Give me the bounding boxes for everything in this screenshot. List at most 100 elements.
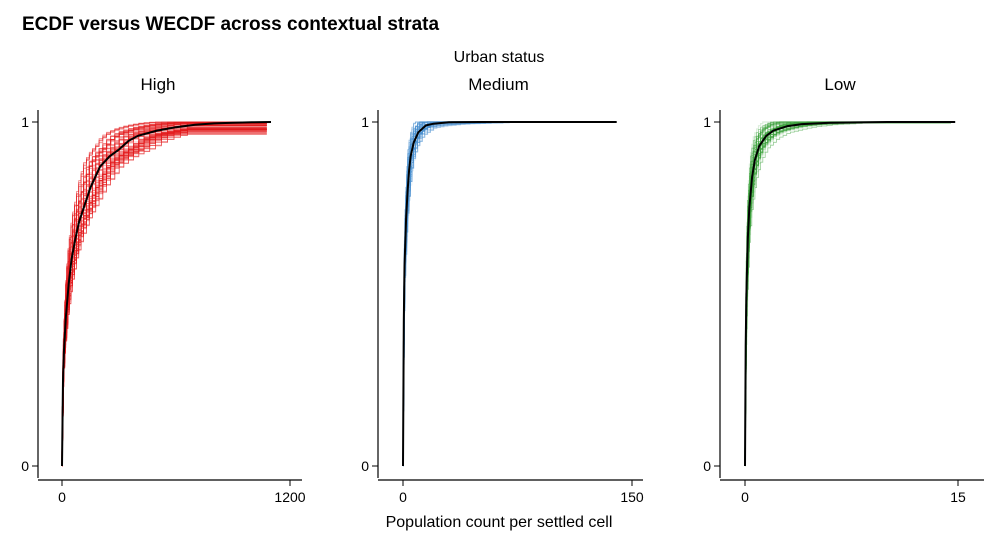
wecdf-curve [402,121,613,466]
wecdf-curve [744,122,951,466]
wecdf-curve [744,122,951,466]
y-tick-label: 0 [703,458,711,474]
wecdf-curve [744,121,951,466]
wecdf-curve [61,134,267,466]
wecdf-curve [402,121,613,466]
wecdf-curve [744,121,951,466]
x-tick-label: 1200 [274,489,305,505]
wecdf-curve [744,121,951,466]
wecdf-curve [744,121,951,466]
wecdf-curve [402,121,613,466]
wecdf-curve [744,121,951,466]
wecdf-curve [744,121,951,466]
wecdf-curve [402,121,613,466]
wecdf-curve [402,121,613,466]
wecdf-curve [402,121,613,466]
wecdf-curve [402,121,613,466]
wecdf-curve [402,121,613,466]
wecdf-curve [744,122,951,466]
wecdf-curve [402,121,613,466]
y-tick-label: 1 [703,114,711,130]
wecdf-curve [402,121,613,466]
wecdf-curve [744,122,951,466]
wecdf-curve [744,121,951,466]
wecdf-curve [402,121,613,466]
panel-title: Medium [468,75,528,94]
wecdf-curve [402,121,613,466]
wecdf-curve [744,121,951,466]
x-axis-label: Population count per settled cell [386,514,613,531]
panel-medium: Medium 0 1 0 150 [361,75,644,505]
wecdf-curve [744,121,951,466]
wecdf-curve [744,121,951,466]
wecdf-curve [744,121,951,466]
wecdf-curve [402,121,613,466]
x-tick-label: 15 [950,489,966,505]
wecdf-curve [402,121,613,466]
y-tick-label: 0 [21,458,29,474]
wecdf-curve [744,121,951,466]
x-tick-label: 150 [620,489,644,505]
wecdf-curve [744,121,951,466]
wecdf-curve [402,121,613,466]
wecdf-curve [744,122,951,466]
y-tick-label: 1 [21,114,29,130]
wecdf-curve [744,121,951,466]
wecdf-curve [61,121,267,466]
wecdf-curve [744,122,951,466]
wecdf-curve [744,122,951,467]
wecdf-curve [402,121,613,466]
wecdf-curve [744,122,951,466]
wecdf-curve [744,121,951,466]
strip-label: Urban status [454,49,545,66]
wecdf-curve [402,121,613,466]
y-tick-label: 0 [361,458,369,474]
x-tick-label: 0 [58,489,66,505]
wecdf-curve [744,122,951,466]
wecdf-curve [402,121,613,466]
wecdf-curve [744,122,951,466]
wecdf-curve [402,121,613,466]
wecdf-curve [744,121,951,466]
wecdf-curve [744,121,951,466]
ecdf-curve [402,121,617,467]
wecdf-curve [402,121,613,466]
wecdf-curve [402,121,613,466]
wecdf-curve [744,121,951,466]
wecdf-curve [402,121,613,466]
panel-low: Low 0 1 0 15 [703,75,984,505]
wecdf-curve [402,121,613,466]
wecdf-curve [744,122,951,466]
wecdf-curve [744,121,951,466]
wecdf-curve [402,121,613,466]
wecdf-curve [402,121,613,467]
wecdf-curve [744,121,951,466]
wecdf-curve [744,121,951,466]
wecdf-curve [402,121,613,466]
wecdf-curve [402,121,613,466]
wecdf-curve [402,121,613,466]
wecdf-curve [402,121,613,466]
wecdf-curve [402,121,613,466]
panel-title: Low [824,75,856,94]
wecdf-curve [402,121,613,466]
wecdf-curve [744,121,951,466]
wecdf-curve [402,121,613,466]
wecdf-curve [744,121,951,466]
wecdf-curve [744,121,951,466]
figure-title: ECDF versus WECDF across contextual stra… [22,14,440,35]
wecdf-curve [744,121,951,466]
wecdf-curve [744,121,951,466]
wecdf-curve [402,121,613,466]
wecdf-curve [402,121,613,466]
ecdf-curve [61,121,272,467]
panel-high: High 0 1 0 1200 [21,75,306,505]
wecdf-curve [402,121,613,466]
y-tick-label: 1 [361,114,369,130]
wecdf-curve [744,121,951,466]
wecdf-curve [402,121,613,466]
wecdf-curve [402,121,613,466]
wecdf-curve [744,121,951,466]
